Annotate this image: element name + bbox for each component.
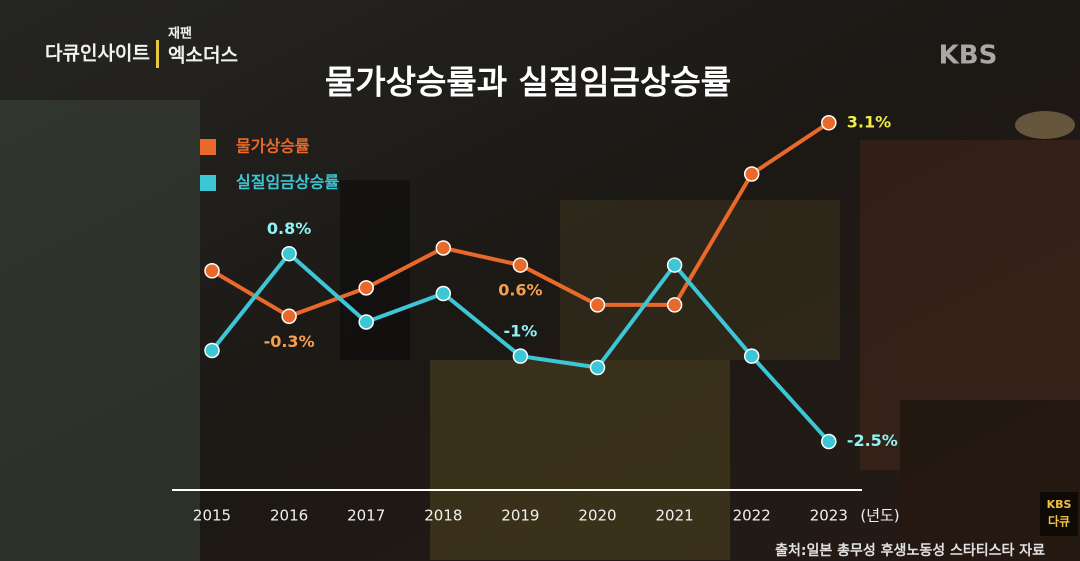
data-point [435,240,452,256]
data-point [512,348,529,364]
data-point [743,166,760,182]
x-tick-label: 2015 [193,507,231,525]
program-logo: 다큐인사이트 [45,43,150,65]
data-point [512,257,529,273]
data-point [435,285,452,302]
badge-box [1040,492,1078,536]
value-label: -1% [503,322,537,341]
x-tick-label: 2017 [347,507,385,525]
data-point [281,245,297,262]
x-tick-label: 2023 [810,507,848,525]
data-point [204,342,220,359]
legend-swatch [200,139,216,155]
data-point [589,297,606,313]
data-point [358,280,374,296]
legend-swatch [200,175,216,191]
data-point [821,115,837,131]
x-tick-label: 2022 [733,507,771,525]
value-label: 3.1% [847,112,891,131]
data-point [666,297,683,313]
badge-line: 다큐 [1048,514,1070,529]
x-tick-label: 2020 [578,507,616,525]
chart-title: 물가상승률과 실질임금상승률 [325,63,731,102]
logo-divider [156,40,159,68]
x-tick-label: 2016 [270,507,308,525]
value-label: -0.3% [264,332,315,351]
episode-tag: 재팬 [168,26,192,42]
data-point [821,433,837,450]
x-tick-label: 2021 [656,507,694,525]
value-label: 0.6% [498,281,542,300]
x-tick-label: 2018 [424,507,462,525]
data-point [358,314,374,330]
store-backdrop [0,100,1080,561]
data-point [589,359,606,376]
legend-label: 실질임금상승률 [236,173,339,192]
value-label: -2.5% [847,431,898,450]
broadcaster-logo: KBS [939,41,998,71]
episode-title: 엑소더스 [168,45,238,67]
data-point [281,308,297,325]
x-unit: (년도) [860,507,899,525]
source: 출처:일본 총무성 후생노동성 스타티스타 자료 [775,542,1045,559]
value-label: 0.8% [267,219,311,238]
data-point [666,257,683,273]
legend-label: 물가상승률 [236,137,310,156]
data-point [204,263,220,279]
data-point [743,348,760,364]
x-tick-label: 2019 [501,507,539,525]
badge-line: KBS [1047,498,1072,511]
